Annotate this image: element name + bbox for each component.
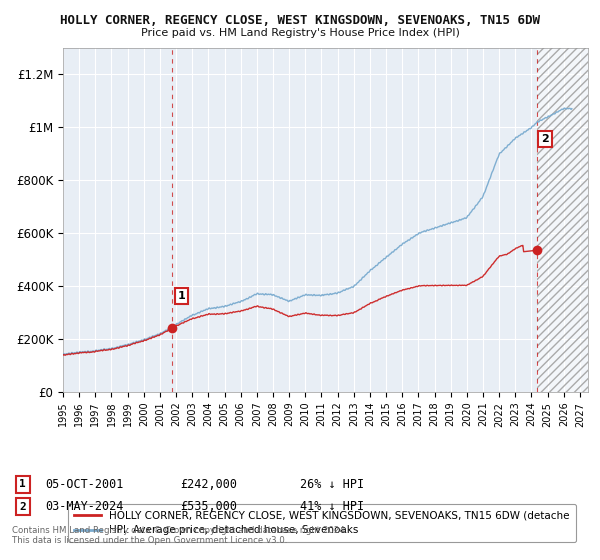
- Text: HOLLY CORNER, REGENCY CLOSE, WEST KINGSDOWN, SEVENOAKS, TN15 6DW: HOLLY CORNER, REGENCY CLOSE, WEST KINGSD…: [60, 14, 540, 27]
- Text: 03-MAY-2024: 03-MAY-2024: [45, 500, 124, 514]
- Text: 1: 1: [19, 479, 26, 489]
- Text: 05-OCT-2001: 05-OCT-2001: [45, 478, 124, 491]
- Legend: HOLLY CORNER, REGENCY CLOSE, WEST KINGSDOWN, SEVENOAKS, TN15 6DW (detache, HPI: : HOLLY CORNER, REGENCY CLOSE, WEST KINGSD…: [68, 504, 575, 542]
- Text: 1: 1: [178, 291, 185, 301]
- Text: 26% ↓ HPI: 26% ↓ HPI: [300, 478, 364, 491]
- Text: £242,000: £242,000: [180, 478, 237, 491]
- Text: 2: 2: [19, 502, 26, 512]
- Text: £535,000: £535,000: [180, 500, 237, 514]
- Text: Contains HM Land Registry data © Crown copyright and database right 2024.: Contains HM Land Registry data © Crown c…: [12, 526, 347, 535]
- Text: Price paid vs. HM Land Registry's House Price Index (HPI): Price paid vs. HM Land Registry's House …: [140, 28, 460, 38]
- Text: This data is licensed under the Open Government Licence v3.0.: This data is licensed under the Open Gov…: [12, 536, 287, 545]
- Text: 2: 2: [541, 134, 549, 144]
- Text: 41% ↓ HPI: 41% ↓ HPI: [300, 500, 364, 514]
